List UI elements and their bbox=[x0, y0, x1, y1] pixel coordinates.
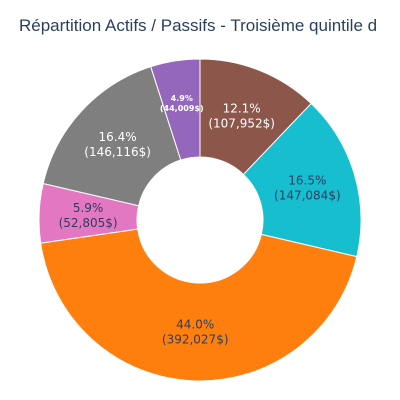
slice-value-label-2: (392,027$) bbox=[162, 333, 229, 347]
slice-2[interactable] bbox=[40, 228, 358, 382]
slice-pct-label-0: 12.1% bbox=[223, 102, 261, 116]
slice-pct-label-4: 16.4% bbox=[99, 130, 137, 144]
slice-value-label-1: (147,084$) bbox=[274, 189, 341, 203]
slice-4[interactable] bbox=[42, 66, 182, 207]
slice-value-label-5: (44,009$) bbox=[160, 104, 204, 113]
slice-label-1: 16.5% (147,084$) bbox=[274, 174, 341, 203]
slice-pct-label-2: 44.0% bbox=[176, 318, 214, 332]
slice-pct-label-3: 5.9% bbox=[73, 201, 104, 215]
slice-label-4: 16.4% (146,116$) bbox=[84, 130, 151, 159]
slice-label-2: 44.0% (392,027$) bbox=[162, 318, 229, 347]
slice-label-0: 12.1% (107,952$) bbox=[208, 102, 275, 131]
slice-value-label-0: (107,952$) bbox=[208, 117, 275, 131]
slice-1[interactable] bbox=[242, 102, 362, 258]
slice-5[interactable] bbox=[150, 58, 201, 161]
slice-label-5: 4.9% (44,009$) bbox=[160, 94, 204, 113]
slice-value-label-3: (52,805$) bbox=[59, 216, 118, 230]
slice-value-label-4: (146,116$) bbox=[84, 145, 151, 159]
chart-title: Répartition Actifs / Passifs - Troisième… bbox=[19, 16, 378, 35]
slice-pct-label-1: 16.5% bbox=[288, 174, 326, 188]
slice-label-3: 5.9% (52,805$) bbox=[59, 201, 118, 230]
slice-pct-label-5: 4.9% bbox=[171, 94, 193, 103]
